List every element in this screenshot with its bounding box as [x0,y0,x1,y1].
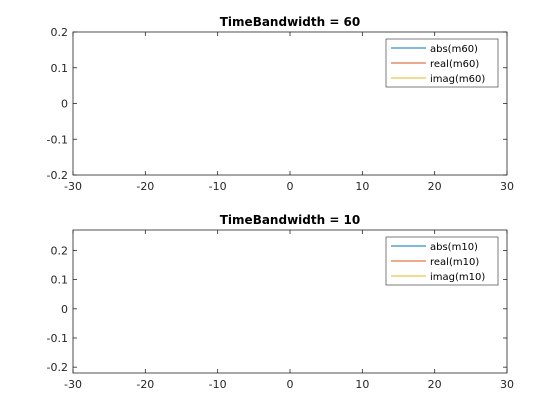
x-tick-label: -30 [64,180,82,193]
x-tick-label: 20 [428,378,442,391]
legend-entry: abs(m10) [430,242,478,253]
y-tick-label: 0.2 [51,26,69,39]
x-tick-label: -30 [64,378,82,391]
legend-entry: imag(m60) [430,74,485,85]
y-tick-label: 0.1 [51,62,69,75]
x-tick-label: 30 [500,378,514,391]
x-tick-label: -10 [209,378,227,391]
legend-entry: imag(m10) [430,272,485,283]
x-tick-label: 30 [500,180,514,193]
subplot-timebandwidth-10: -30 -20 -10 0 10 20 30 -0.2 -0.1 0 0.1 0.2 TimeBandw… [47,213,514,391]
chart-title: TimeBandwidth = 10 [220,213,361,227]
y-tick-label: -0.2 [47,361,68,374]
y-tick-label: -0.1 [47,332,68,345]
legend: abs(m60) real(m60) imag(m60) [385,38,499,88]
x-tick-label: 10 [355,378,369,391]
chart-title: TimeBandwidth = 60 [220,15,361,29]
y-tick-label: 0.2 [51,244,69,257]
y-tick-label: -0.2 [47,169,68,182]
legend-entry: real(m10) [430,257,479,268]
x-tick-label: 10 [355,180,369,193]
legend-entry: abs(m60) [430,44,478,55]
legend-entry: real(m60) [430,59,479,70]
y-tick-label: 0 [61,303,68,316]
x-tick-label: -20 [136,378,154,391]
x-tick-label: 0 [287,180,294,193]
subplot-timebandwidth-60: -30 -20 -10 0 10 20 30 -0.2 -0.1 0 0.1 0.2 TimeBandw… [47,15,514,193]
y-tick-label: 0 [61,98,68,111]
x-tick-label: 20 [428,180,442,193]
legend: abs(m10) real(m10) imag(m10) [385,236,499,286]
x-tick-label: 0 [287,378,294,391]
x-tick-label: -20 [136,180,154,193]
x-tick-label: -10 [209,180,227,193]
y-tick-label: -0.1 [47,133,68,146]
y-tick-label: 0.1 [51,274,69,287]
